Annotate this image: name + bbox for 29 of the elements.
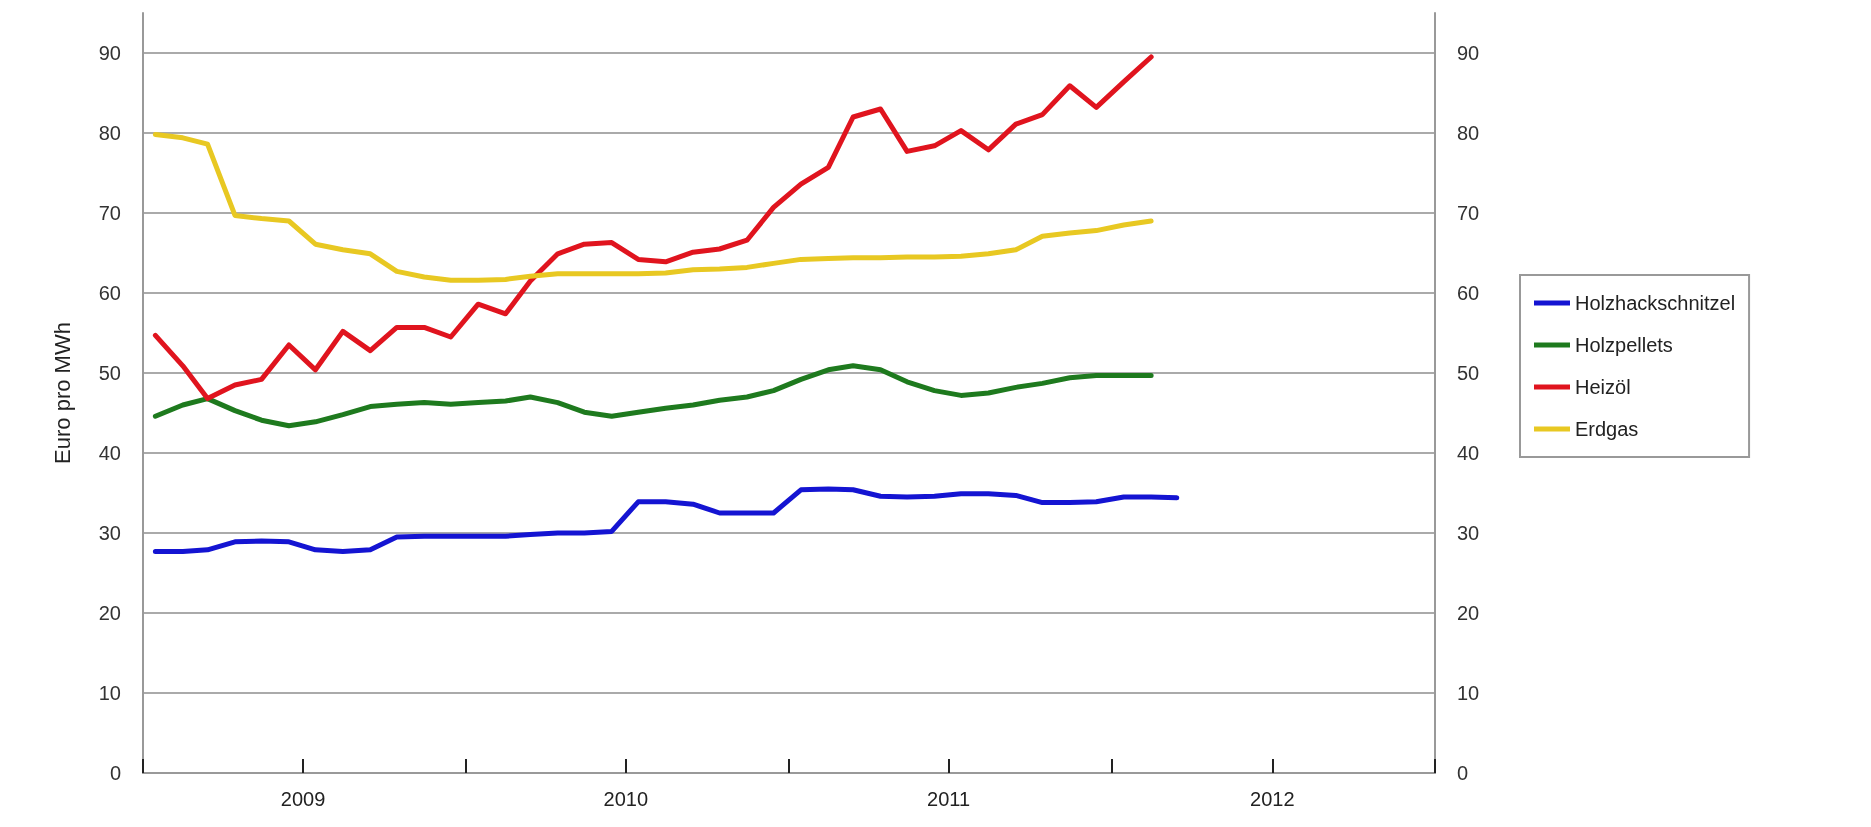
y2-tick-label: 90: [1457, 42, 1480, 64]
y-tick-label: 70: [98, 202, 121, 224]
y2-tick-label: 50: [1457, 362, 1480, 384]
legend-label: Heizöl: [1575, 376, 1631, 398]
legend-label: Holzpellets: [1575, 334, 1673, 356]
legend-label: Holzhackschnitzel: [1575, 292, 1736, 314]
y2-tick-label: 80: [1457, 122, 1480, 144]
y-axis-title: Euro pro MWh: [49, 322, 75, 464]
y-tick-label: 30: [98, 522, 121, 544]
y2-tick-label: 30: [1457, 522, 1480, 544]
legend-label: Erdgas: [1575, 418, 1639, 440]
y-tick-label: 90: [98, 42, 121, 64]
x-tick-label: 2011: [927, 788, 971, 810]
y-tick-label: 50: [98, 362, 121, 384]
x-tick-label: 2010: [603, 788, 649, 810]
y2-tick-label: 70: [1457, 202, 1480, 224]
y2-tick-label: 20: [1457, 602, 1480, 624]
y-tick-label: 40: [98, 442, 121, 464]
y2-tick-label: 0: [1457, 762, 1469, 784]
y2-tick-label: 60: [1457, 282, 1480, 304]
y2-tick-label: 10: [1457, 682, 1480, 704]
y-tick-label: 0: [109, 762, 121, 784]
x-tick-label: 2012: [1250, 788, 1295, 810]
y-tick-label: 10: [98, 682, 121, 704]
y-tick-label: 80: [98, 122, 121, 144]
x-tick-label: 2009: [280, 788, 326, 810]
y-tick-label: 20: [98, 602, 121, 624]
y-tick-label: 60: [98, 282, 121, 304]
y2-tick-label: 40: [1457, 442, 1480, 464]
